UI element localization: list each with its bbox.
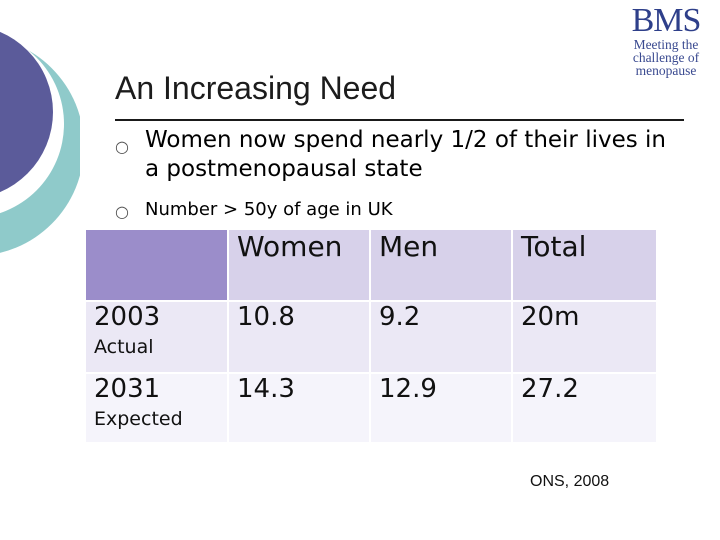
- row-label-cell: 2031 Expected: [84, 372, 229, 444]
- bms-logo: BMS Meeting the challenge of menopause: [612, 2, 720, 78]
- ring-bullet-icon: ○: [115, 137, 129, 156]
- header-women: Women: [227, 228, 371, 302]
- bullet-text: Number > 50y of age in UK: [145, 199, 393, 220]
- cell-total: 27.2: [511, 372, 658, 444]
- cell-women: 14.3: [227, 372, 371, 444]
- bullet-list: ○ Women now spend nearly 1/2 of their li…: [115, 126, 685, 222]
- header-total: Total: [511, 228, 658, 302]
- table-header-row: Women Men Total: [84, 228, 658, 302]
- bullet-text: Women now spend nearly 1/2 of their live…: [145, 127, 667, 182]
- logo-tagline-line-2: challenge of: [632, 50, 700, 65]
- source-citation: ONS, 2008: [530, 473, 610, 490]
- header-men: Men: [369, 228, 513, 302]
- row-label-cell: 2003 Actual: [84, 300, 229, 374]
- row-year: 2031: [94, 374, 161, 404]
- row-status: Actual: [94, 336, 154, 358]
- purple-circle: [0, 31, 53, 193]
- title-divider: [115, 119, 684, 121]
- logo-tagline-line-3: menopause: [635, 63, 697, 78]
- table-row: 2003 Actual 10.8 9.2 20m: [84, 300, 658, 374]
- decorative-circles: [0, 31, 80, 253]
- cell-men: 12.9: [369, 372, 513, 444]
- slide-title: An Increasing Need: [115, 70, 397, 106]
- bullet-item: ○ Number > 50y of age in UK: [115, 198, 685, 222]
- cell-total: 20m: [511, 300, 658, 374]
- ring-bullet-icon: ○: [115, 202, 129, 221]
- header-corner-cell: [84, 228, 229, 302]
- logo-tagline-line-1: Meeting the: [633, 37, 699, 52]
- table-row: 2031 Expected 14.3 12.9 27.2: [84, 372, 658, 444]
- bullet-item: ○ Women now spend nearly 1/2 of their li…: [115, 126, 685, 184]
- population-table: Women Men Total 2003 Actual 10.8 9.2 20m…: [84, 228, 658, 444]
- cell-men: 9.2: [369, 300, 513, 374]
- row-year: 2003: [94, 302, 161, 332]
- row-status: Expected: [94, 408, 183, 430]
- logo-mark: BMS: [631, 2, 702, 39]
- cell-women: 10.8: [227, 300, 371, 374]
